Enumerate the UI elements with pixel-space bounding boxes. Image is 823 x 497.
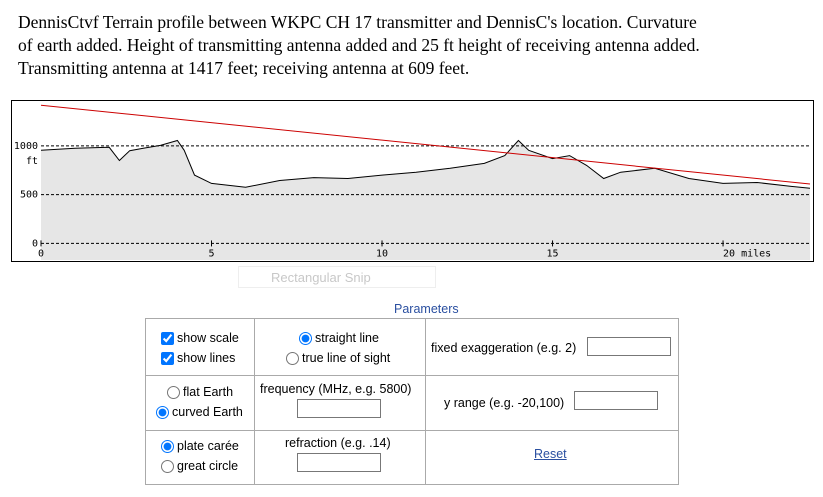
field-label: fixed exaggeration (e.g. 2) xyxy=(431,341,577,355)
option-label: straight line xyxy=(315,331,379,345)
radio-option[interactable]: curved Earth xyxy=(156,405,243,419)
x-tick-label: 0 xyxy=(38,248,44,259)
radio[interactable] xyxy=(299,331,312,345)
radio[interactable] xyxy=(167,385,180,399)
y-tick-label: 1000 xyxy=(14,141,38,152)
text-input[interactable] xyxy=(297,453,381,472)
x-tick-label: 5 xyxy=(208,248,214,259)
option-label: plate carée xyxy=(177,439,239,453)
text-input[interactable] xyxy=(574,391,658,410)
radio[interactable] xyxy=(161,439,174,453)
option-label: great circle xyxy=(177,459,239,473)
radio[interactable] xyxy=(161,459,174,473)
checkbox-option[interactable]: show lines xyxy=(161,351,235,365)
field-label: refraction (e.g. .14) xyxy=(285,436,391,450)
x-tick-label: 10 xyxy=(376,248,388,259)
text-input[interactable] xyxy=(587,337,671,356)
option-label: show lines xyxy=(177,351,236,365)
radio-option[interactable]: great circle xyxy=(161,459,238,473)
option-label: true line of sight xyxy=(302,351,391,365)
sight-line xyxy=(40,104,811,185)
radio-option[interactable]: true line of sight xyxy=(286,351,390,365)
x-tick-label: 15 xyxy=(547,248,559,259)
y-unit-label: ft xyxy=(26,156,38,167)
parameters-title: Parameters xyxy=(394,302,459,316)
terrain-area xyxy=(41,140,810,260)
checkbox[interactable] xyxy=(161,351,174,365)
radio[interactable] xyxy=(286,351,299,365)
field-label: frequency (MHz, e.g. 5800) xyxy=(260,382,412,396)
radio-option[interactable]: flat Earth xyxy=(167,385,233,399)
caption-line: of earth added. Height of transmitting a… xyxy=(18,35,700,55)
option-label: curved Earth xyxy=(172,405,243,419)
y-tick-label: 500 xyxy=(20,190,38,201)
terrain-line xyxy=(40,139,811,189)
caption-line: Transmitting antenna at 1417 feet; recei… xyxy=(18,58,470,78)
text-input[interactable] xyxy=(297,399,381,418)
option-label: flat Earth xyxy=(183,385,234,399)
checkbox-option[interactable]: show scale xyxy=(161,331,239,345)
snip-overlay: Rectangular Snip xyxy=(238,266,436,288)
reset-link[interactable]: Reset xyxy=(534,447,567,461)
cell xyxy=(145,375,255,431)
option-label: show scale xyxy=(177,331,239,345)
cell xyxy=(145,318,255,376)
terrain-chart: 0 500 1000 ft 0 5 10 15 20 miles xyxy=(11,100,814,262)
cell xyxy=(254,318,426,376)
caption-line: DennisCtvf Terrain profile between WKPC … xyxy=(18,12,697,32)
cell xyxy=(425,430,679,485)
radio-option[interactable]: plate carée xyxy=(161,439,239,453)
radio[interactable] xyxy=(156,405,169,419)
radio-option[interactable]: straight line xyxy=(299,331,379,345)
field-label: y range (e.g. -20,100) xyxy=(444,396,565,410)
y-tick-label: 0 xyxy=(32,238,38,249)
checkbox[interactable] xyxy=(161,331,174,345)
x-tick-label: 20 miles xyxy=(723,248,771,259)
